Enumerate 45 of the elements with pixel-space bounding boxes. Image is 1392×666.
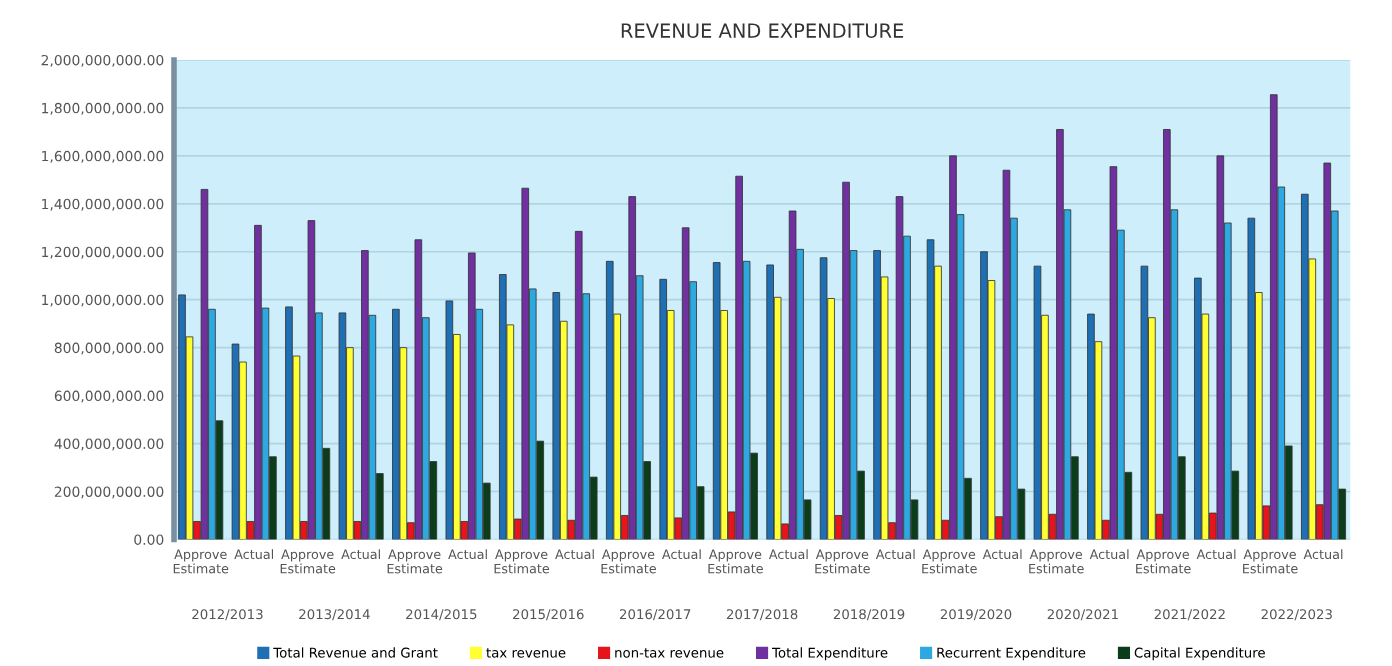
- bar: [1247, 217, 1256, 540]
- bar: [552, 292, 561, 540]
- bar: [949, 155, 957, 540]
- bar: [1194, 277, 1202, 540]
- bar: [1087, 313, 1095, 540]
- bar: [1056, 129, 1064, 540]
- bar: [445, 300, 454, 540]
- bar: [574, 230, 583, 540]
- bar: [842, 181, 850, 540]
- bar: [873, 250, 881, 540]
- bar: [361, 250, 369, 540]
- bar: [712, 262, 721, 540]
- bar: [1270, 94, 1278, 540]
- bar: [628, 196, 636, 540]
- bar: [766, 264, 774, 540]
- chart-title: REVENUE AND EXPENDITURE: [621, 23, 904, 38]
- bar: [468, 252, 476, 540]
- bar: [819, 257, 828, 540]
- bar: [1301, 193, 1309, 540]
- bar: [1216, 155, 1225, 540]
- bar: [895, 196, 904, 540]
- bar: [1323, 162, 1332, 540]
- bar: [254, 224, 262, 540]
- bar: [392, 308, 400, 540]
- bar: [605, 260, 614, 540]
- bar: [499, 274, 507, 540]
- bar: [338, 312, 347, 540]
- bar: [200, 188, 209, 540]
- bar: [285, 306, 293, 540]
- bar: [659, 278, 667, 540]
- bar: [307, 220, 316, 540]
- bar: [231, 343, 240, 540]
- bar: [1140, 265, 1149, 540]
- bar: [926, 239, 935, 540]
- bar: [1002, 169, 1011, 540]
- bar: [735, 175, 743, 540]
- bar: [178, 294, 186, 540]
- bar: [414, 239, 423, 540]
- bar: [1033, 265, 1042, 540]
- bar: [788, 210, 797, 540]
- bar: [980, 251, 988, 540]
- bar: [521, 187, 530, 540]
- bar: [681, 227, 690, 540]
- bar: [1163, 129, 1171, 540]
- bar: [1109, 166, 1118, 540]
